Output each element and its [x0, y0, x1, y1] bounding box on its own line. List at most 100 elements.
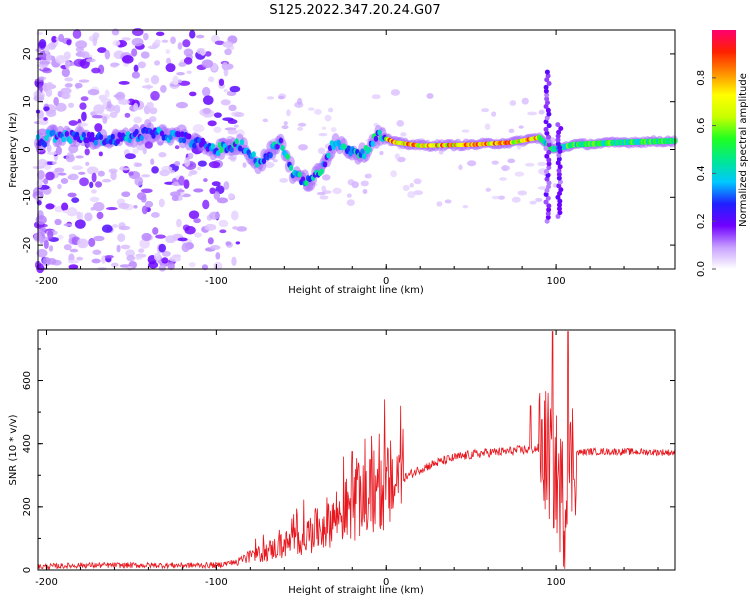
spectrogram-noise-blob	[76, 211, 82, 220]
spectrogram-noise-blob	[131, 27, 144, 37]
spectrogram-noise-blob	[140, 51, 150, 59]
spectrogram-noise-blob	[169, 255, 181, 262]
spectrogram-noise-blob	[81, 111, 87, 122]
spectrogram-noise-blob	[169, 83, 181, 87]
spectrogram-noise-blob	[36, 263, 45, 274]
spectrogram-noise-blob	[150, 158, 155, 165]
spectrogram-noise-blob	[63, 223, 73, 227]
spectrogram-noise-blob	[508, 128, 515, 134]
spectrogram-noise-blob	[225, 241, 232, 246]
spectrogram-noise-blob	[96, 211, 104, 220]
spectrogram-spike-cell	[544, 69, 550, 75]
spectrogram-noise-blob	[499, 177, 507, 181]
spectrogram-noise-blob	[104, 254, 114, 259]
spectrogram-spike-cell	[544, 218, 550, 224]
colorbar-tick-label: 0.2	[696, 213, 707, 229]
spectrogram-noise-blob	[174, 145, 180, 150]
spectrogram-noise-blob	[183, 57, 193, 65]
spectrogram-noise-blob	[316, 191, 326, 196]
spectrogram-spike-cell	[557, 145, 563, 151]
spectrogram-spike-cell	[543, 126, 549, 132]
spectrogram-noise-blob	[61, 67, 70, 78]
spectrogram-noise-blob	[159, 169, 170, 177]
spectrogram-noise-blob	[43, 240, 49, 249]
spectrogram-y-tick-label: 20	[22, 48, 33, 61]
snr-series-line	[37, 331, 676, 571]
snr-y-label: SNR (10 * v/v)	[8, 414, 19, 485]
spectrogram-noise-blob	[207, 76, 215, 83]
spectrogram-noise-blob	[143, 32, 149, 41]
spectrogram-noise-blob	[86, 166, 99, 175]
snr-x-tick-label: -200	[35, 577, 58, 588]
spectrogram-noise-blob	[203, 178, 208, 183]
spectrogram-noise-blob	[461, 129, 470, 133]
spectrogram-spike-cell	[544, 115, 550, 121]
spectrogram-noise-blob	[141, 205, 148, 215]
spectrogram-noise-blob	[64, 83, 73, 88]
spectrogram-noise-blob	[362, 189, 368, 194]
colorbar-tick-label: 0.4	[696, 165, 707, 181]
spectrogram-noise-blob	[76, 256, 84, 261]
spectrogram-noise-blob	[262, 118, 269, 123]
spectrogram-ridge-cell	[280, 144, 285, 151]
spectrogram-spike-cell	[545, 184, 551, 190]
spectrogram-noise-blob	[45, 53, 52, 62]
spectrogram-noise-blob	[161, 257, 169, 264]
spectrogram-noise-blob	[94, 123, 103, 133]
spectrogram-noise-blob	[77, 238, 86, 249]
spectrogram-ridge-cell	[192, 142, 197, 149]
spectrogram-noise-blob	[491, 195, 501, 200]
spectrogram-noise-blob	[67, 259, 80, 264]
spectrogram-noise-blob	[409, 182, 414, 188]
spectrogram-x-tick-label: -200	[35, 276, 58, 287]
spectrogram-x-tick-label: 100	[547, 276, 566, 287]
spectrogram-noise-blob	[88, 237, 96, 247]
spectrogram-noise-blob	[141, 232, 152, 242]
spectrogram-noise-blob	[53, 96, 59, 106]
spectrogram-noise-blob	[317, 147, 326, 155]
colorbar-ticks: 0.0 0.2 0.4 0.6 0.8	[696, 70, 716, 277]
colorbar-tick-label: 0.0	[696, 261, 707, 277]
spectrogram-noise-blob	[517, 190, 528, 196]
spectrogram-spike-cell	[546, 81, 552, 87]
spectrogram-x-tick-label: -100	[205, 276, 228, 287]
spectrogram-spike-cell	[544, 176, 550, 182]
spectrogram-noise-blob	[485, 187, 492, 192]
spectrogram-spike-cell	[546, 165, 552, 171]
spectrogram-spike-cell	[544, 77, 550, 83]
spectrogram-noise-blob	[184, 226, 196, 235]
spectrogram-spike-cell	[543, 103, 549, 109]
spectrogram-noise-blob	[214, 40, 225, 46]
spectrogram-noise-blob	[150, 211, 160, 218]
spectrogram-noise-blob	[105, 206, 118, 211]
spectrogram-noise-blob	[218, 219, 229, 228]
spectrogram-noise-blob	[133, 64, 139, 73]
spectrogram-noise-blob	[35, 48, 42, 53]
spectrogram-ridge-cell	[186, 133, 192, 140]
spectrogram-spike-cell	[555, 122, 561, 128]
spectrogram-noise-blob	[40, 226, 47, 232]
spectrogram-noise-blob	[165, 235, 177, 244]
spectrogram-noise-blob	[183, 48, 194, 57]
spectrogram-noise-blob	[204, 223, 217, 231]
spectrogram-noise-blob	[177, 237, 188, 242]
spectrogram-noise-blob	[84, 148, 90, 156]
spectrogram-ridge-cell	[210, 143, 216, 150]
spectrogram-noise-blob	[314, 109, 322, 115]
snr-x-ticks: -200 -100 0 100	[35, 330, 659, 588]
spectrogram-noise-blob	[137, 61, 147, 69]
spectrogram-noise-blob	[131, 48, 138, 57]
spectrogram-noise-blob	[224, 48, 232, 56]
spectrogram-ridge-cell	[93, 139, 98, 146]
spectrogram-noise-blob	[197, 166, 202, 171]
spectrogram-noise-blob	[175, 101, 188, 109]
spectrogram-noise-blob	[195, 34, 205, 39]
spectrogram-spike-cell	[546, 138, 552, 144]
spectrogram-noise-blob	[57, 183, 62, 190]
spectrogram-noise-blob	[332, 187, 342, 195]
spectrogram-noise-blob	[227, 156, 235, 160]
spectrogram-noise-blob	[102, 115, 108, 124]
spectrogram-noise-blob	[223, 88, 228, 93]
spectrogram-spike-cell	[556, 168, 562, 174]
spectrogram-noise-blob	[390, 170, 397, 178]
